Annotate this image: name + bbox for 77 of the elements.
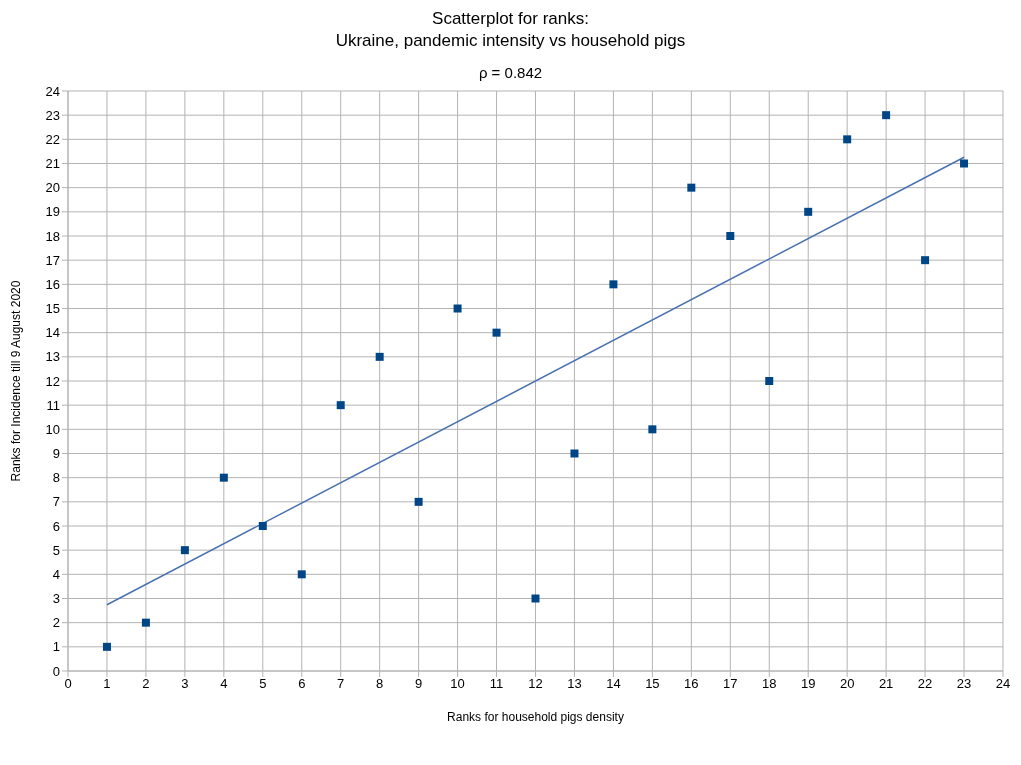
y-tick-label: 13	[45, 349, 60, 365]
point	[687, 183, 696, 192]
y-tick-label: 24	[45, 83, 60, 99]
x-tick-label: 12	[528, 676, 543, 692]
point	[102, 642, 111, 651]
point	[531, 594, 540, 603]
point	[219, 473, 228, 482]
point	[180, 546, 189, 555]
point	[414, 497, 423, 506]
x-tick-label: 13	[567, 676, 582, 692]
x-tick-label: 22	[917, 676, 933, 692]
y-axis-title: Ranks for Incidence till 9 August 2020	[9, 280, 24, 482]
point	[648, 425, 657, 434]
point	[960, 159, 969, 168]
x-tick-label: 14	[606, 676, 621, 692]
y-tick-label: 5	[52, 542, 60, 558]
y-tick-label: 8	[52, 470, 60, 486]
point	[336, 401, 345, 410]
x-tick-label: 19	[800, 676, 816, 692]
y-tick-label: 20	[45, 180, 60, 196]
x-tick-label: 18	[762, 676, 777, 692]
x-tick-label: 3	[181, 676, 189, 692]
y-tick-label: 2	[52, 615, 60, 631]
y-tick-label: 1	[52, 639, 60, 655]
y-tick-label: 22	[45, 131, 60, 147]
y-tick-label: 18	[45, 228, 60, 244]
x-tick-label: 11	[489, 676, 504, 692]
y-tick-label: 21	[45, 156, 60, 172]
point	[921, 256, 930, 265]
x-tick-label: 2	[142, 676, 150, 692]
point	[258, 522, 267, 530]
x-tick-label: 21	[878, 676, 894, 692]
y-tick-label: 10	[45, 421, 60, 437]
y-tick-label: 6	[52, 518, 60, 534]
x-tick-label: 4	[220, 676, 228, 692]
x-tick-label: 7	[337, 676, 345, 692]
point	[726, 232, 735, 240]
y-tick-label: 0	[52, 663, 60, 679]
y-tick-label: 23	[45, 107, 60, 123]
x-tick-label: 1	[103, 676, 111, 692]
point	[570, 449, 579, 458]
y-tick-label: 7	[52, 494, 60, 510]
chart-subtitle: ρ = 0.842	[477, 64, 544, 81]
x-axis-title: Ranks for household pigs density	[447, 710, 624, 724]
x-tick-label: 20	[839, 676, 855, 692]
x-tick-label: 5	[259, 676, 267, 692]
chart-title: Scatterplot for ranks: Ukraine, pandemic intensity vs household pigs	[334, 8, 687, 52]
y-tick-label: 17	[45, 252, 60, 268]
x-tick-label: 16	[684, 676, 699, 692]
y-tick-label: 4	[52, 566, 60, 582]
x-tick-label: 0	[64, 676, 72, 692]
x-tick-label: 23	[956, 676, 972, 692]
point	[882, 111, 891, 120]
x-tick-label: 10	[450, 676, 465, 692]
y-tick-label: 12	[45, 373, 60, 389]
y-tick-label: 11	[46, 397, 60, 413]
point	[804, 207, 813, 216]
y-tick-label: 9	[52, 446, 60, 462]
x-tick-label: 15	[645, 676, 660, 692]
point	[297, 570, 306, 579]
point	[141, 618, 150, 627]
x-tick-label: 8	[376, 676, 384, 692]
point	[843, 135, 852, 144]
x-tick-label: 9	[415, 676, 423, 692]
x-tick-label: 24	[995, 676, 1011, 692]
x-tick-label: 17	[723, 676, 738, 692]
y-tick-label: 19	[45, 204, 60, 220]
x-tick-label: 6	[298, 676, 306, 692]
point	[492, 328, 501, 337]
point	[453, 304, 462, 313]
y-tick-label: 15	[45, 301, 60, 317]
point	[765, 377, 774, 385]
point	[375, 352, 384, 361]
y-tick-label: 16	[45, 276, 60, 292]
point	[609, 280, 618, 289]
y-tick-label: 3	[52, 591, 60, 607]
y-tick-label: 14	[45, 325, 60, 341]
